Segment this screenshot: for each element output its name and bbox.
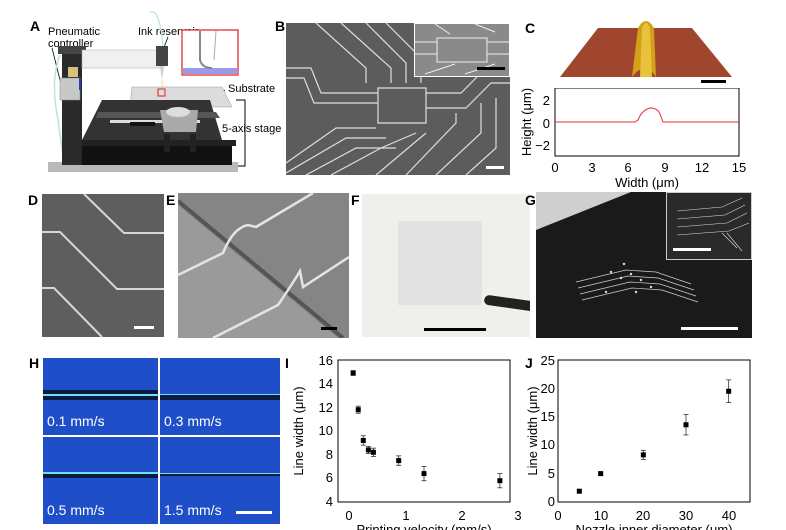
svg-text:4: 4: [326, 494, 333, 509]
scale-bar: [681, 327, 738, 330]
micrograph-tile: 0.3 mm/s: [160, 358, 280, 435]
svg-text:25: 25: [541, 353, 555, 368]
optical-micrograph-grid: 0.1 mm/s 0.3 mm/s 0.5 mm/s 1.5 mm/s: [43, 358, 280, 524]
svg-text:8: 8: [326, 447, 333, 462]
stage-label: 5-axis stage: [222, 123, 282, 135]
svg-text:16: 16: [319, 353, 333, 368]
afm-3d-surface: [560, 21, 732, 83]
svg-text:30: 30: [679, 508, 693, 523]
sem-image-circuit: [286, 23, 510, 175]
svg-text:40: 40: [722, 508, 736, 523]
scale-bar: [236, 511, 272, 514]
sem-image-lines: [42, 194, 164, 337]
panel-label-g: G: [525, 192, 536, 208]
panel-e: E: [165, 185, 355, 340]
svg-text:−2: −2: [535, 138, 550, 153]
y-axis-label: Line width (μm): [291, 386, 306, 475]
panel-label-f: F: [351, 192, 360, 208]
svg-text:12: 12: [319, 400, 333, 415]
panel-label-c: C: [525, 20, 536, 36]
svg-text:0: 0: [548, 494, 555, 509]
svg-text:3: 3: [514, 508, 521, 523]
svg-text:10: 10: [319, 423, 333, 438]
speed-label: 0.1 mm/s: [47, 413, 105, 429]
svg-text:0: 0: [345, 508, 352, 523]
data-points: [350, 370, 503, 489]
panel-label-h: H: [29, 355, 40, 371]
svg-text:3: 3: [588, 160, 595, 175]
speed-label: 0.5 mm/s: [47, 502, 105, 518]
panel-g: G: [520, 185, 786, 340]
photo-transparent-film: [362, 194, 530, 337]
panel-d: D: [0, 185, 170, 340]
panel-f: F: [350, 185, 530, 340]
micrograph-tile: 1.5 mm/s: [160, 437, 280, 524]
inset-image: [414, 23, 510, 77]
scale-bar: [321, 327, 337, 330]
svg-text:14: 14: [319, 376, 333, 391]
panel-label-b: B: [275, 18, 286, 34]
panel-h: H 0.1 mm/s 0.3 mm/s 0.5 mm/s 1.5 mm/s: [0, 345, 290, 530]
panel-a: A Pneumatic controller Ink reservoir Sub…: [0, 0, 281, 185]
scale-bar: [134, 326, 154, 329]
x-axis-label: Printing velocity (mm/s): [356, 522, 491, 530]
substrate-label: Substrate: [228, 83, 276, 95]
svg-text:20: 20: [541, 381, 555, 396]
scale-bar: [424, 328, 486, 331]
svg-text:0: 0: [543, 116, 550, 131]
svg-text:9: 9: [661, 160, 668, 175]
x-axis-label: Nozzle inner diameter (μm): [575, 522, 732, 530]
scale-bar: [701, 80, 726, 83]
inset-image: [666, 192, 752, 260]
scale-bar: [673, 248, 711, 251]
speed-label: 0.3 mm/s: [164, 413, 222, 429]
svg-text:20: 20: [636, 508, 650, 523]
circuit-traces: [286, 23, 510, 175]
data-points: [576, 379, 732, 494]
micrograph-tile: 0.5 mm/s: [43, 437, 158, 524]
svg-text:6: 6: [326, 470, 333, 485]
photo-circuit-on-skin: [536, 192, 752, 338]
micrograph-tile: 0.1 mm/s: [43, 358, 158, 435]
svg-text:6: 6: [624, 160, 631, 175]
svg-text:15: 15: [732, 160, 746, 175]
svg-text:10: 10: [541, 437, 555, 452]
panel-j: J 0 5 10 15 20 25 0 10 20 30 40 Nozzle inner di…: [525, 345, 786, 530]
line-width-vs-nozzle-chart: 0 5 10 15 20 25 0 10 20 30 40 Nozzle inner diam…: [525, 353, 751, 530]
printer-illustration: [48, 11, 246, 172]
sem-image-step-crossing: [178, 193, 349, 338]
svg-text:0: 0: [554, 508, 561, 523]
speed-label: 1.5 mm/s: [164, 502, 222, 518]
svg-text:15: 15: [541, 409, 555, 424]
svg-text:0: 0: [551, 160, 558, 175]
panel-b: B: [270, 0, 530, 185]
panel-label-i: I: [285, 355, 289, 371]
svg-text:2: 2: [458, 508, 465, 523]
y-axis-label: Height (μm): [520, 88, 534, 156]
panel-label-e: E: [166, 192, 176, 208]
film-sample: [398, 221, 482, 305]
svg-text:5: 5: [548, 466, 555, 481]
x-axis-label: Width (μm): [615, 175, 679, 190]
svg-text:1: 1: [402, 508, 409, 523]
svg-text:12: 12: [695, 160, 709, 175]
panel-label-j: J: [525, 355, 533, 371]
svg-text:2: 2: [543, 93, 550, 108]
panel-label-d: D: [28, 192, 39, 208]
scale-bar: [486, 166, 504, 169]
scale-bar: [477, 67, 505, 70]
panel-label-a: A: [30, 18, 41, 34]
y-axis-label: Line width (μm): [525, 386, 540, 475]
svg-text:10: 10: [594, 508, 608, 523]
